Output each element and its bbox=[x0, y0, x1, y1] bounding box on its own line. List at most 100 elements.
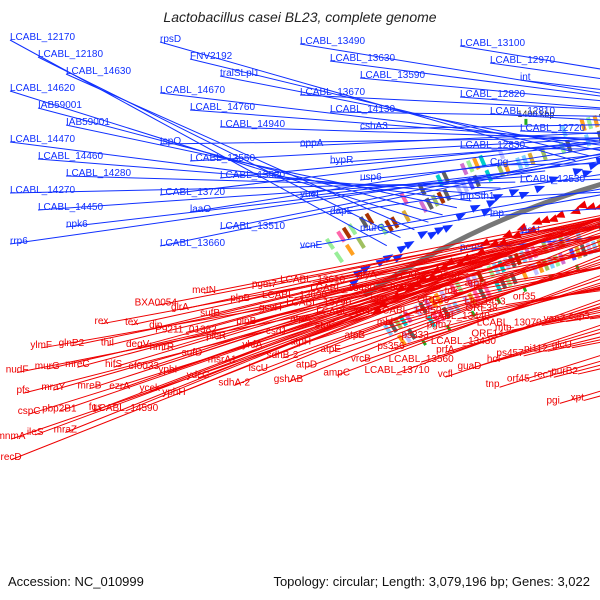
gene-leader-line bbox=[408, 267, 600, 314]
outer-gene-label: LCABL_13590 bbox=[360, 70, 425, 81]
gene-leader-line bbox=[9, 165, 561, 245]
inner-gene-label: pgi bbox=[546, 395, 559, 406]
inner-gene-label: ps356 bbox=[377, 341, 405, 352]
feature-category-box bbox=[406, 327, 417, 340]
outer-gene-label: LCABL_14130 bbox=[330, 104, 395, 115]
outer-gene-label: LCABL_14760 bbox=[190, 102, 255, 113]
outer-gene-label: npk6 bbox=[66, 219, 88, 230]
inner-gene-label: ileS bbox=[27, 427, 44, 438]
inner-gene-label: nudF bbox=[6, 364, 29, 375]
inner-gene-label: P9211_01382 bbox=[155, 325, 217, 336]
outer-gene-label: tspO bbox=[160, 136, 181, 147]
feature-category-box bbox=[592, 114, 600, 128]
gene-leader-line bbox=[65, 175, 501, 189]
outer-gene-label: LCABL_14630 bbox=[66, 66, 131, 77]
gene-leader-line bbox=[299, 43, 600, 94]
outer-gene-label: pepS bbox=[460, 242, 484, 253]
feature-category-box bbox=[454, 281, 464, 294]
outer-gene-label: yueI bbox=[300, 189, 319, 200]
outer-gene-label: dapE bbox=[330, 206, 354, 217]
outer-gene-label: vcnE bbox=[300, 240, 323, 251]
gene-leader-line bbox=[219, 153, 600, 230]
gene-leader-line bbox=[35, 276, 462, 436]
feature-category-box bbox=[477, 287, 487, 300]
gene-leader-line bbox=[300, 247, 600, 345]
feature-category-box bbox=[401, 209, 411, 223]
gene-leader-line bbox=[189, 138, 600, 162]
feature-category-box bbox=[462, 295, 472, 308]
gene-leader-line bbox=[221, 229, 600, 363]
forward-strand-gene-arrow bbox=[588, 162, 600, 171]
feature-category-box bbox=[521, 154, 530, 168]
gene-leader-line bbox=[359, 124, 600, 130]
feature-category-box bbox=[325, 237, 336, 251]
inner-gene-label: LCABL_13440 bbox=[425, 311, 490, 322]
feature-category-box bbox=[478, 154, 487, 168]
accession-text: Accession: NC_010999 bbox=[8, 574, 144, 589]
inner-gene-label: ampC bbox=[323, 367, 350, 378]
forward-strand-gene-arrow bbox=[396, 245, 408, 254]
outer-gene-label: LCABL_14940 bbox=[220, 119, 285, 130]
inner-gene-label: LCABL_13070 bbox=[477, 317, 542, 328]
outer-gene-label: LCABL_13550 bbox=[190, 153, 255, 164]
gene-leader-line bbox=[240, 218, 600, 302]
kbp-tick-label: 1400 kbp bbox=[517, 109, 554, 119]
genome-summary-text: Topology: circular; Length: 3,079,196 bp… bbox=[273, 574, 590, 589]
gene-leader-line bbox=[348, 249, 600, 315]
outer-gene-label: LCABL_12180 bbox=[38, 49, 103, 60]
gene-leader-line bbox=[359, 154, 600, 181]
gene-leader-line bbox=[489, 208, 600, 217]
forward-strand-gene-arrow bbox=[581, 170, 593, 178]
outer-gene-label: int bbox=[520, 72, 531, 83]
forward-strand-gene-arrow bbox=[534, 185, 546, 194]
inner-gene-label: mreC bbox=[65, 359, 89, 370]
gene-leader-line bbox=[89, 249, 519, 390]
outer-gene-label: usp6 bbox=[360, 172, 382, 183]
gene-leader-line bbox=[354, 263, 600, 339]
inner-gene-label: mnmA bbox=[0, 431, 26, 442]
feature-category-box bbox=[441, 171, 451, 184]
gene-leader-line bbox=[329, 111, 600, 117]
inner-gene-label: sdhA-2 bbox=[218, 378, 250, 389]
forward-strand-gene-arrow bbox=[595, 157, 600, 165]
gene-leader-line bbox=[71, 255, 505, 347]
feature-category-box bbox=[333, 251, 344, 264]
outer-gene-label: LCABL_12820 bbox=[460, 89, 525, 100]
gene-leader-line bbox=[493, 332, 600, 363]
gene-leader-line bbox=[457, 287, 600, 320]
gene-leader-line bbox=[487, 309, 600, 337]
inner-gene-label: ycek bbox=[139, 383, 161, 394]
inner-gene-label: vrcB bbox=[351, 354, 371, 365]
reverse-strand-gene-arrow bbox=[554, 210, 566, 218]
outer-gene-label: tnp bbox=[490, 208, 504, 219]
inner-gene-label: recT bbox=[534, 369, 554, 380]
gene-leader-line bbox=[469, 328, 600, 370]
inner-gene-label: gshAB bbox=[274, 374, 304, 385]
gene-leader-line bbox=[179, 217, 600, 311]
inner-gene-label: degV bbox=[126, 339, 150, 350]
inner-gene-label: LCABL_13610 bbox=[280, 274, 345, 285]
gene-leader-line bbox=[342, 236, 600, 292]
gene-leader-line bbox=[159, 142, 600, 196]
inner-gene-label: pfs bbox=[16, 385, 29, 396]
outer-gene-label: LCABL_14620 bbox=[10, 83, 75, 94]
gene-leader-line bbox=[445, 306, 600, 353]
inner-gene-label: thiI bbox=[101, 337, 114, 348]
inner-gene-label: iscU bbox=[249, 363, 268, 374]
gene-leader-line bbox=[459, 236, 600, 251]
feature-category-box bbox=[424, 197, 434, 210]
gene-leader-line bbox=[9, 90, 429, 223]
outer-gene-label: LCABL_14670 bbox=[160, 85, 225, 96]
inner-gene-label: mraY bbox=[41, 382, 65, 393]
forward-strand-gene-arrow bbox=[469, 204, 481, 213]
outer-gene-label: murC bbox=[360, 223, 384, 234]
gene-leader-line bbox=[420, 303, 600, 363]
gene-leader-line bbox=[37, 56, 401, 239]
inner-gene-label: hifS bbox=[105, 359, 123, 370]
gene-leader-line bbox=[427, 249, 600, 280]
inner-gene-label: sufB bbox=[200, 308, 220, 319]
gene-leader-line bbox=[233, 236, 600, 386]
inner-gene-label: rex bbox=[95, 316, 109, 327]
inner-gene-label: fgs bbox=[89, 402, 102, 413]
